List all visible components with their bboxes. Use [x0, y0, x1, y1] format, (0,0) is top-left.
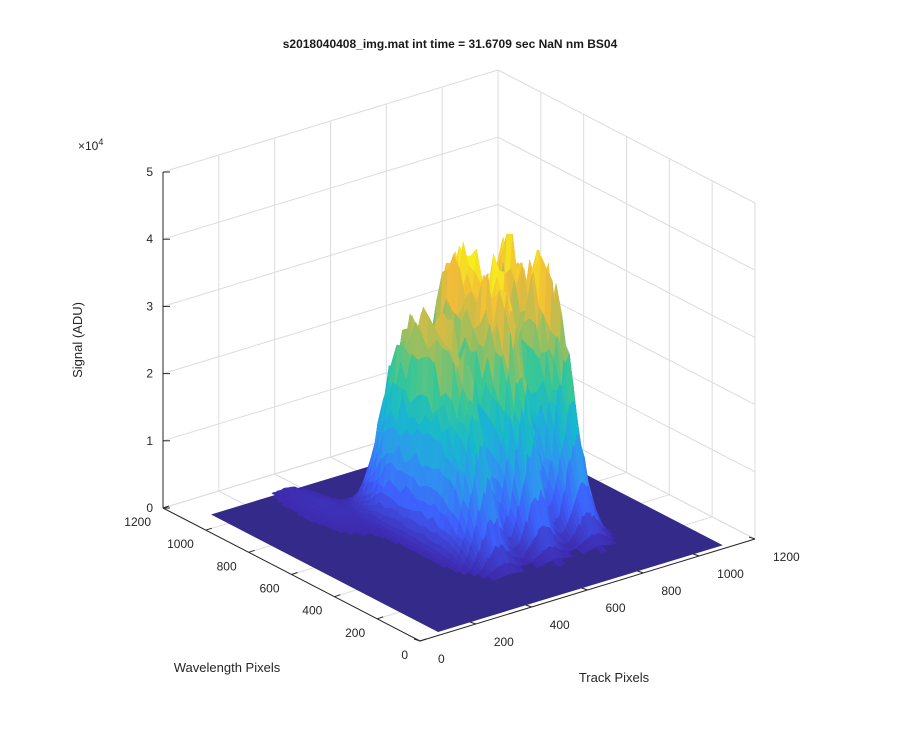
- y-tick-label: 0: [401, 648, 408, 662]
- z-axis-label: Signal (ADU): [70, 302, 85, 378]
- x-tick-mark: [469, 621, 476, 625]
- surface-facet: [551, 558, 561, 567]
- z-tick-label: 1: [146, 434, 153, 448]
- surface-facet: [595, 545, 604, 554]
- x-tick-label: 800: [661, 584, 681, 598]
- chart-title: s2018040408_img.mat int time = 31.6709 s…: [283, 37, 618, 51]
- surface-facet: [437, 562, 447, 568]
- x-tick-label: 200: [494, 635, 514, 649]
- y-tick-mark: [419, 638, 427, 642]
- surface-facet: [369, 531, 379, 537]
- y-tick-label: 600: [259, 582, 279, 596]
- surface-facet: [390, 538, 400, 545]
- x-tick-mark: [637, 570, 644, 574]
- surface-layer: [211, 233, 723, 632]
- back-wall-z-gridline: [162, 69, 499, 173]
- z-tick-label: 5: [146, 165, 153, 179]
- x-tick-label: 1200: [773, 550, 800, 564]
- y-tick-label: 400: [302, 604, 322, 618]
- y-tick-label: 1200: [124, 515, 151, 529]
- tick-layer: 0123450200400600800100012000200400600800…: [124, 165, 800, 666]
- z-tick-label: 0: [146, 501, 153, 515]
- side-wall-z-gridline: [497, 136, 756, 271]
- x-tick-mark: [693, 553, 700, 557]
- x-tick-label: 0: [438, 652, 445, 666]
- x-tick-mark: [413, 638, 421, 642]
- y-tick-mark: [162, 505, 170, 509]
- surface-facet: [451, 567, 460, 574]
- z-tick-label: 3: [146, 299, 153, 313]
- surface-facet: [487, 574, 496, 582]
- surface-facet: [458, 568, 468, 576]
- x-tick-label: 1000: [717, 567, 744, 581]
- y-tick-label: 800: [217, 559, 237, 573]
- x-tick-mark: [581, 587, 588, 591]
- y-tick-mark: [205, 527, 212, 531]
- x-tick-mark: [525, 604, 532, 608]
- y-tick-mark: [377, 616, 384, 620]
- surface-facet: [307, 518, 316, 524]
- axis-layer: [162, 171, 756, 642]
- surface-facet: [356, 531, 366, 537]
- side-wall-z-gridline: [497, 203, 756, 338]
- surface-facet: [335, 528, 345, 534]
- side-wall-z-gridline: [497, 69, 756, 204]
- z-tick-label: 2: [146, 367, 153, 381]
- surface-facet: [576, 546, 585, 555]
- surface-facet: [377, 534, 386, 540]
- z-exponent-base: ×10: [78, 139, 99, 153]
- surface-facet: [530, 560, 540, 569]
- back-wall-z-gridline: [162, 136, 499, 240]
- x-tick-label: 400: [550, 618, 570, 632]
- surface-facet: [328, 525, 337, 531]
- surface-facet: [477, 570, 487, 580]
- y-tick-label: 1000: [167, 537, 194, 551]
- surface-facet: [345, 529, 354, 536]
- z-exponent-label: ×104: [78, 137, 103, 153]
- z-exponent-power: 4: [98, 137, 103, 147]
- y-axis-label: Wavelength Pixels: [174, 660, 281, 675]
- y-tick-mark: [291, 572, 298, 575]
- x-tick-mark: [748, 536, 756, 540]
- x-tick-label: 600: [606, 601, 626, 615]
- back-wall-z-gridline: [162, 203, 499, 307]
- y-tick-mark: [248, 549, 255, 553]
- surface-facet: [314, 520, 324, 526]
- x-axis-label: Track Pixels: [579, 670, 650, 685]
- y-tick-mark: [334, 594, 341, 598]
- z-tick-label: 4: [146, 232, 153, 246]
- surface-facet: [468, 570, 477, 578]
- y-tick-label: 200: [345, 626, 365, 640]
